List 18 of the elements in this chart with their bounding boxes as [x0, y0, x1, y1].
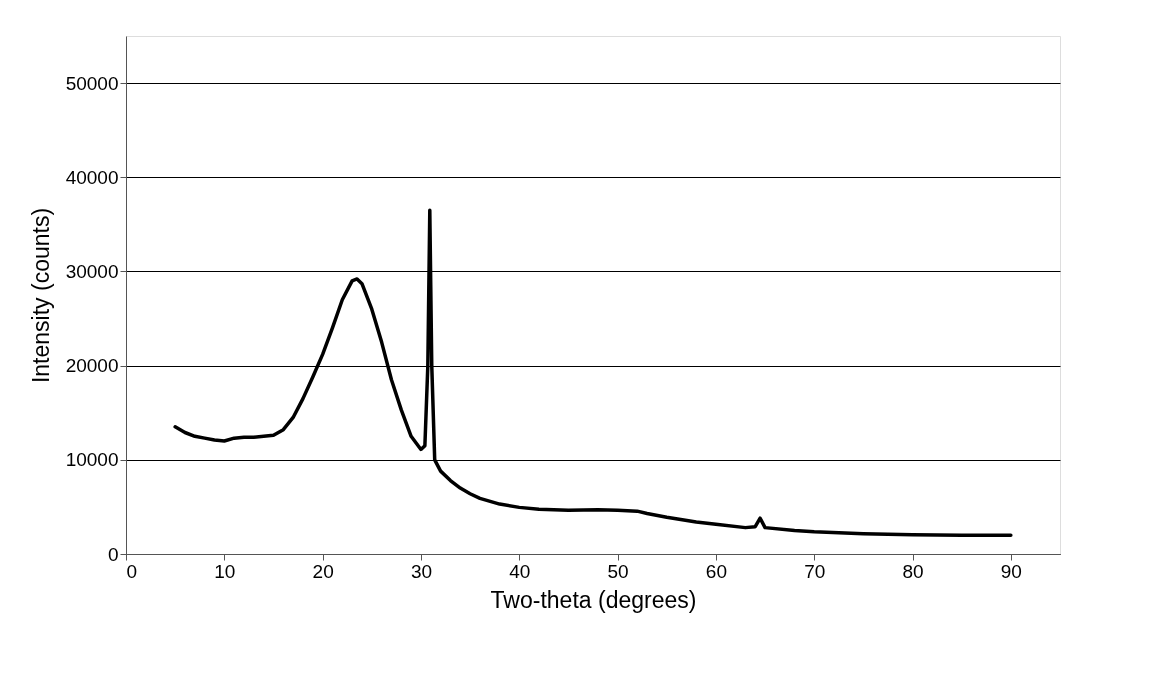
x-tick-label: 80 — [902, 560, 924, 582]
x-tick-label: 20 — [312, 560, 334, 582]
y-tick-label: 0 — [107, 543, 119, 565]
x-tick-label: 70 — [804, 560, 826, 582]
x-tick-label: 90 — [1000, 560, 1022, 582]
x-axis-title: Two-theta (degrees) — [490, 586, 697, 613]
x-tick-label: 10 — [214, 560, 236, 582]
x-tick-label: 60 — [705, 560, 727, 582]
y-axis-title: Intensity (counts) — [27, 207, 54, 384]
x-tick-label: 30 — [410, 560, 433, 582]
y-tick-label: 30000 — [65, 260, 119, 282]
x-tick-label: 40 — [509, 560, 531, 582]
x-tick-label: 0 — [126, 560, 138, 582]
y-tick-label: 50000 — [65, 72, 119, 94]
x-tick-label: 50 — [607, 560, 629, 582]
y-tick-label: 20000 — [65, 355, 119, 377]
y-tick-label: 40000 — [65, 166, 119, 188]
y-tick-label: 10000 — [65, 449, 119, 471]
